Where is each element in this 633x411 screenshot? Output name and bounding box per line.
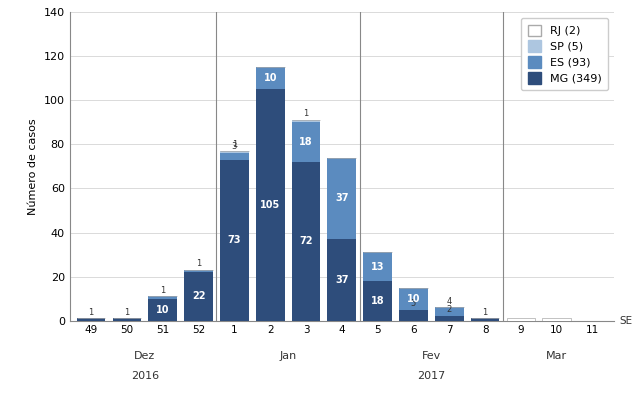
Text: 37: 37: [335, 194, 349, 203]
Bar: [113, 319, 141, 321]
Bar: [256, 90, 284, 321]
Text: 1: 1: [124, 307, 130, 316]
Y-axis label: Número de casos: Número de casos: [28, 118, 38, 215]
Text: 13: 13: [371, 262, 384, 272]
Bar: [327, 158, 356, 239]
Bar: [435, 307, 463, 316]
Text: 18: 18: [299, 137, 313, 147]
Bar: [77, 319, 106, 321]
Text: 3: 3: [232, 143, 237, 152]
Bar: [327, 239, 356, 321]
Text: 1: 1: [196, 259, 201, 268]
Text: 18: 18: [371, 296, 384, 306]
Text: 10: 10: [156, 305, 170, 314]
Bar: [220, 160, 249, 321]
Text: 2: 2: [447, 305, 452, 314]
Legend: RJ (2), SP (5), ES (93), MG (349): RJ (2), SP (5), ES (93), MG (349): [521, 18, 608, 90]
Text: 72: 72: [299, 236, 313, 246]
Bar: [399, 288, 428, 309]
Text: 10: 10: [406, 293, 420, 304]
Bar: [220, 153, 249, 160]
Bar: [184, 272, 213, 321]
Text: SE: SE: [620, 316, 633, 326]
Bar: [292, 122, 320, 162]
Text: 1: 1: [303, 109, 309, 118]
Text: Jan: Jan: [280, 351, 297, 361]
Text: 2016: 2016: [131, 371, 159, 381]
Text: 10: 10: [263, 74, 277, 83]
Text: Fev: Fev: [422, 351, 441, 361]
Text: 2017: 2017: [417, 371, 446, 381]
Text: 1: 1: [160, 286, 165, 295]
Text: 105: 105: [260, 200, 280, 210]
Text: 5: 5: [411, 299, 416, 308]
Bar: [363, 281, 392, 321]
Text: 4: 4: [447, 297, 452, 306]
Text: Mar: Mar: [546, 351, 567, 361]
Text: 1: 1: [482, 307, 487, 316]
Bar: [363, 252, 392, 281]
Text: 1: 1: [89, 307, 94, 316]
Bar: [220, 151, 249, 153]
Bar: [184, 270, 213, 272]
Bar: [435, 316, 463, 321]
Text: 1: 1: [232, 140, 237, 149]
Bar: [506, 319, 536, 321]
Bar: [292, 162, 320, 321]
Bar: [256, 67, 284, 90]
Bar: [148, 296, 177, 298]
Text: 37: 37: [335, 275, 349, 285]
Text: 73: 73: [228, 235, 241, 245]
Bar: [148, 298, 177, 321]
Text: 22: 22: [192, 291, 205, 301]
Bar: [292, 120, 320, 122]
Bar: [471, 319, 499, 321]
Bar: [542, 319, 571, 321]
Text: Dez: Dez: [134, 351, 156, 361]
Bar: [399, 309, 428, 321]
